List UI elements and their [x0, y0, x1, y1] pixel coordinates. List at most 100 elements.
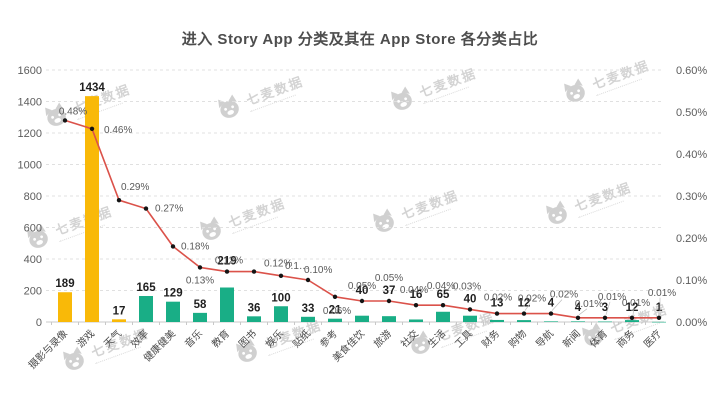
line-point-图书[interactable]: [251, 269, 257, 274]
bar-value-label: 4: [575, 302, 582, 314]
bar-商务[interactable]: [625, 320, 639, 322]
bar-旅游[interactable]: [382, 316, 396, 322]
line-value-label: 0.46%: [104, 125, 132, 136]
bar-value-label: 3: [602, 302, 608, 314]
right-axis-tick-label: 0.60%: [676, 65, 707, 77]
grid-lines: [46, 69, 664, 325]
x-axis-label-旅游: 旅游: [371, 327, 394, 350]
bar-健康健美[interactable]: [166, 301, 180, 322]
line-point-导航[interactable]: [548, 311, 554, 316]
left-axis-tick-label: 600: [24, 223, 42, 235]
x-axis-labels: 摄影与录像 游戏 天气 效率健康健美 音乐 教育 图书 娱乐 贴纸 参考美食佳饮 旅游 社交 生活 工具财…: [26, 327, 665, 372]
left-axis-tick-label: 200: [24, 286, 42, 298]
bar-摄影与录像[interactable]: [58, 292, 72, 322]
bar-value-label: 58: [194, 299, 207, 311]
x-axis-label-娱乐: 娱乐: [263, 327, 286, 350]
leader-line: [632, 307, 635, 315]
bar-value-label: 1434: [79, 82, 105, 94]
bar-value-label: 13: [491, 298, 504, 310]
x-axis-label-摄影与录像: 摄影与录像: [26, 327, 71, 372]
bar-value-label: 12: [626, 302, 639, 314]
bar-财务[interactable]: [490, 319, 504, 322]
line-value-label: 0.01%: [575, 299, 603, 310]
line-point-参考[interactable]: [332, 294, 338, 299]
bar-生活[interactable]: [436, 311, 450, 322]
x-axis-label-商务: 商务: [614, 327, 637, 350]
line-point-天气[interactable]: [116, 198, 122, 203]
x-axis-label-新闻: 新闻: [560, 327, 583, 350]
line-point-贴纸[interactable]: [305, 277, 311, 283]
line-point-社交[interactable]: [413, 303, 419, 308]
bar-美食佳饮[interactable]: [355, 315, 369, 322]
line-value-label: 0.27%: [155, 204, 183, 215]
line-value-label: 0.10%: [304, 265, 332, 276]
line-point-体育[interactable]: [602, 315, 608, 320]
bar-value-label: 21: [329, 305, 342, 317]
bar-新闻[interactable]: [571, 321, 585, 322]
line-point-美食佳饮[interactable]: [359, 298, 365, 304]
bar-医疗[interactable]: [652, 321, 666, 323]
line-value-label: 0.04%: [400, 285, 428, 296]
line-point-markers: [62, 118, 662, 320]
bar-value-label: 40: [464, 293, 477, 305]
bar-娱乐[interactable]: [274, 306, 288, 322]
bar-购物[interactable]: [517, 320, 531, 322]
line-point-健康健美[interactable]: [170, 244, 176, 249]
bar-导航[interactable]: [544, 321, 558, 322]
line-point-摄影与录像[interactable]: [62, 118, 68, 123]
left-axis-tick-label: 1000: [18, 160, 42, 172]
bar-value-label: 16: [410, 289, 423, 301]
line-point-效率[interactable]: [143, 206, 149, 211]
x-axis-label-生活: 生活: [425, 327, 448, 350]
left-axis-tick-label: 1400: [18, 97, 42, 109]
x-axis-label-音乐: 音乐: [182, 327, 205, 350]
bar-参考[interactable]: [328, 318, 342, 322]
line-value-label: 0.06%: [323, 306, 351, 317]
line-point-音乐[interactable]: [197, 265, 203, 270]
x-axis-label-教育: 教育: [209, 327, 232, 350]
line-point-生活[interactable]: [440, 303, 446, 308]
line-point-游戏[interactable]: [89, 126, 95, 131]
bar-教育[interactable]: [220, 287, 234, 322]
bar-value-label: 4: [548, 298, 555, 310]
label-leader-lines: [524, 297, 661, 316]
bar-社交[interactable]: [409, 319, 423, 322]
line-point-医疗[interactable]: [656, 315, 662, 320]
line-point-财务[interactable]: [494, 311, 500, 316]
bar-工具[interactable]: [463, 315, 477, 322]
right-axis-tick-label: 0.40%: [676, 149, 707, 161]
line-point-新闻[interactable]: [575, 315, 581, 320]
bar-value-label: 33: [302, 303, 315, 315]
bar-value-label: 65: [437, 289, 450, 301]
line-point-教育[interactable]: [224, 269, 230, 274]
bar-游戏[interactable]: [85, 96, 99, 323]
bar-图书[interactable]: [247, 316, 261, 322]
bar-value-label: 36: [248, 302, 261, 314]
bar-贴纸[interactable]: [301, 316, 315, 322]
bar-体育[interactable]: [598, 321, 612, 323]
line-point-旅游[interactable]: [386, 298, 392, 304]
x-axis-label-效率: 效率: [128, 327, 151, 350]
bar-value-label: 40: [356, 285, 369, 297]
line-value-label: 0.03%: [453, 281, 481, 292]
x-axis-label-工具: 工具: [452, 328, 475, 351]
x-axis-label-体育: 体育: [587, 327, 610, 350]
line-point-购物[interactable]: [521, 311, 527, 316]
bar-天气[interactable]: [112, 319, 126, 322]
line-value-label: 0.05%: [375, 273, 403, 284]
left-axis-tick-label: 800: [24, 191, 42, 203]
bar-效率[interactable]: [139, 296, 153, 322]
line-value-label: 0.18%: [181, 241, 209, 252]
bar-value-label: 219: [217, 256, 236, 268]
bar-音乐[interactable]: [193, 312, 207, 322]
leader-line: [605, 301, 611, 315]
x-axis-label-游戏: 游戏: [74, 327, 97, 350]
line-point-商务[interactable]: [629, 315, 635, 320]
line-point-娱乐[interactable]: [278, 273, 284, 278]
chart-title: 进入 Story App 分类及其在 App Store 各分类占比: [181, 31, 539, 48]
line-value-label: 0.13%: [186, 275, 214, 286]
line-value-label: 0.01%: [598, 292, 626, 303]
line-point-工具[interactable]: [467, 307, 473, 312]
